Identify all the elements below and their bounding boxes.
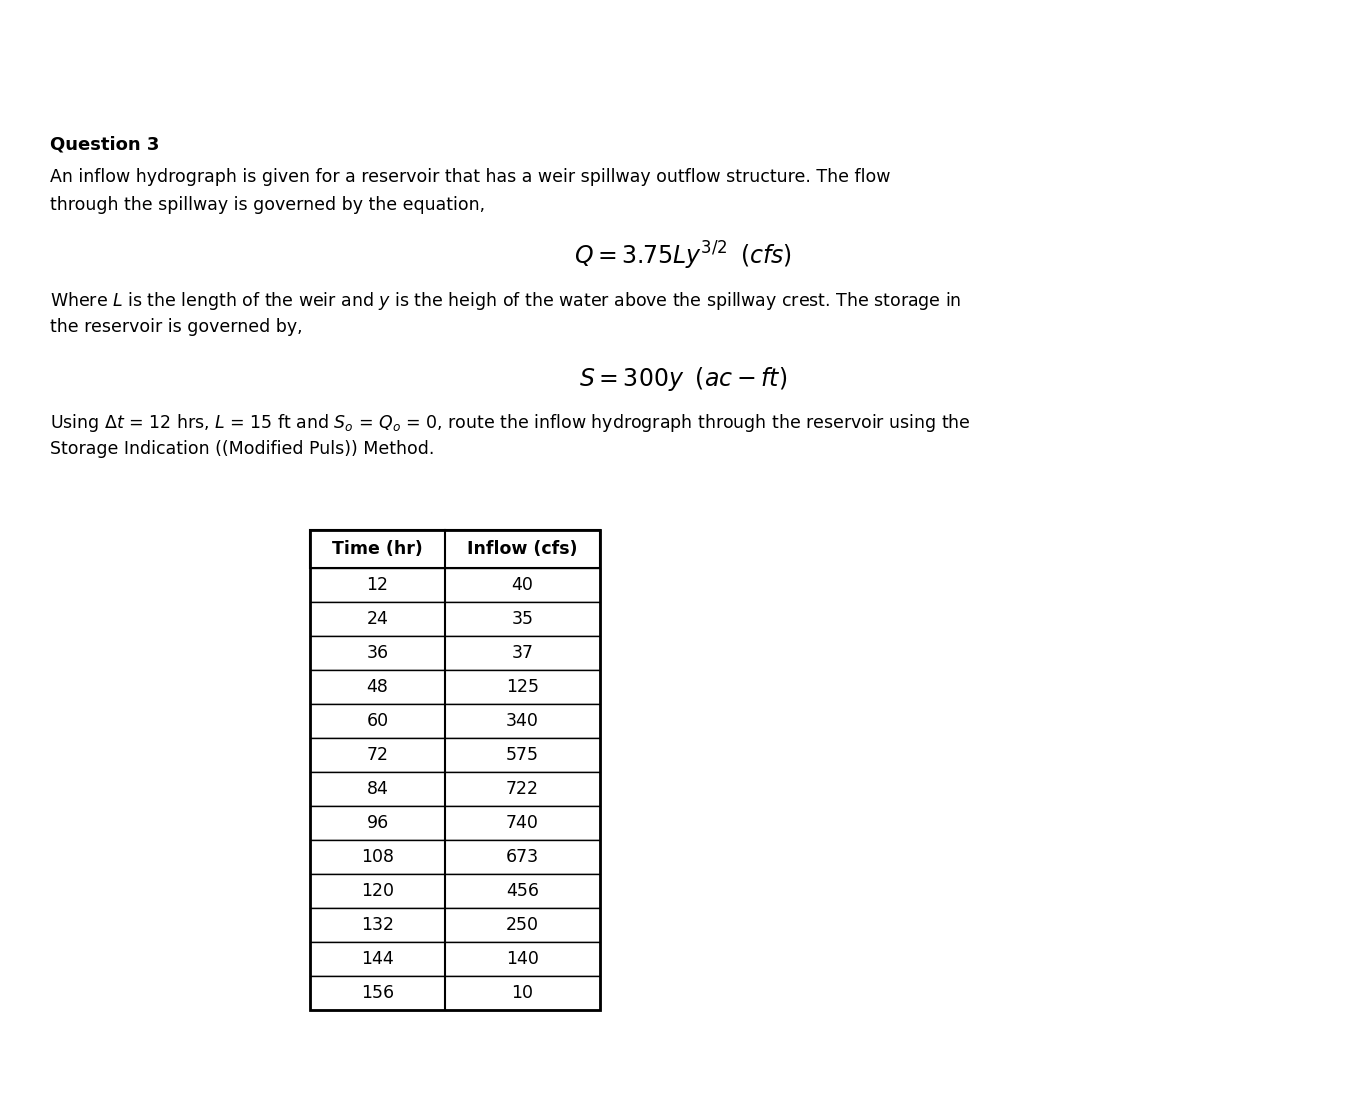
Text: Question 3: Question 3 <box>51 135 160 153</box>
Bar <box>310 704 600 738</box>
Text: Time (hr): Time (hr) <box>332 540 422 558</box>
Text: Storage Indication ((Modified Puls)) Method.: Storage Indication ((Modified Puls)) Met… <box>51 440 435 458</box>
Text: 740: 740 <box>506 814 539 832</box>
Text: 156: 156 <box>361 985 394 1002</box>
Text: 108: 108 <box>361 849 394 866</box>
Text: 48: 48 <box>366 678 388 696</box>
Text: 340: 340 <box>506 712 539 730</box>
Text: 575: 575 <box>506 746 539 764</box>
Bar <box>310 908 600 942</box>
Text: An inflow hydrograph is given for a reservoir that has a weir spillway outflow s: An inflow hydrograph is given for a rese… <box>51 168 890 186</box>
Text: $S = 300y\;\;(ac - ft)$: $S = 300y\;\;(ac - ft)$ <box>578 365 787 392</box>
Text: 722: 722 <box>506 780 539 798</box>
Text: $Q = 3.75Ly^{3/2}\;\;(cfs)$: $Q = 3.75Ly^{3/2}\;\;(cfs)$ <box>574 240 791 272</box>
Text: 36: 36 <box>366 644 388 662</box>
Text: 144: 144 <box>361 950 394 968</box>
Text: Using Δ$t$ = 12 hrs, $L$ = 15 ft and $S_o$ = $Q_o$ = 0, route the inflow hydrogr: Using Δ$t$ = 12 hrs, $L$ = 15 ft and $S_… <box>51 413 971 434</box>
Text: 12: 12 <box>366 576 388 594</box>
Text: 96: 96 <box>366 814 388 832</box>
Bar <box>310 806 600 840</box>
Text: 40: 40 <box>511 576 533 594</box>
Text: 35: 35 <box>511 610 533 628</box>
Text: 24: 24 <box>366 610 388 628</box>
Text: 456: 456 <box>506 882 539 900</box>
Bar <box>310 840 600 874</box>
Text: 37: 37 <box>511 644 533 662</box>
Bar <box>310 530 600 568</box>
Bar <box>310 976 600 1010</box>
Text: 132: 132 <box>361 917 394 934</box>
Text: 84: 84 <box>366 780 388 798</box>
Text: 72: 72 <box>366 746 388 764</box>
Bar <box>310 568 600 602</box>
Bar <box>310 874 600 908</box>
Text: 673: 673 <box>506 849 539 866</box>
Text: Inflow (cfs): Inflow (cfs) <box>468 540 578 558</box>
Text: 120: 120 <box>361 882 394 900</box>
Text: through the spillway is governed by the equation,: through the spillway is governed by the … <box>51 196 485 214</box>
Bar <box>310 738 600 772</box>
Bar <box>310 602 600 636</box>
Text: 250: 250 <box>506 917 539 934</box>
Bar <box>310 772 600 806</box>
Bar <box>310 530 600 1010</box>
Text: 60: 60 <box>366 712 388 730</box>
Bar <box>310 636 600 670</box>
Text: Where $L$ is the length of the weir and $y$ is the heigh of the water above the : Where $L$ is the length of the weir and … <box>51 290 961 312</box>
Text: the reservoir is governed by,: the reservoir is governed by, <box>51 318 302 336</box>
Bar <box>310 670 600 704</box>
Text: 140: 140 <box>506 950 539 968</box>
Bar <box>310 942 600 976</box>
Text: 125: 125 <box>506 678 539 696</box>
Text: 10: 10 <box>511 985 533 1002</box>
